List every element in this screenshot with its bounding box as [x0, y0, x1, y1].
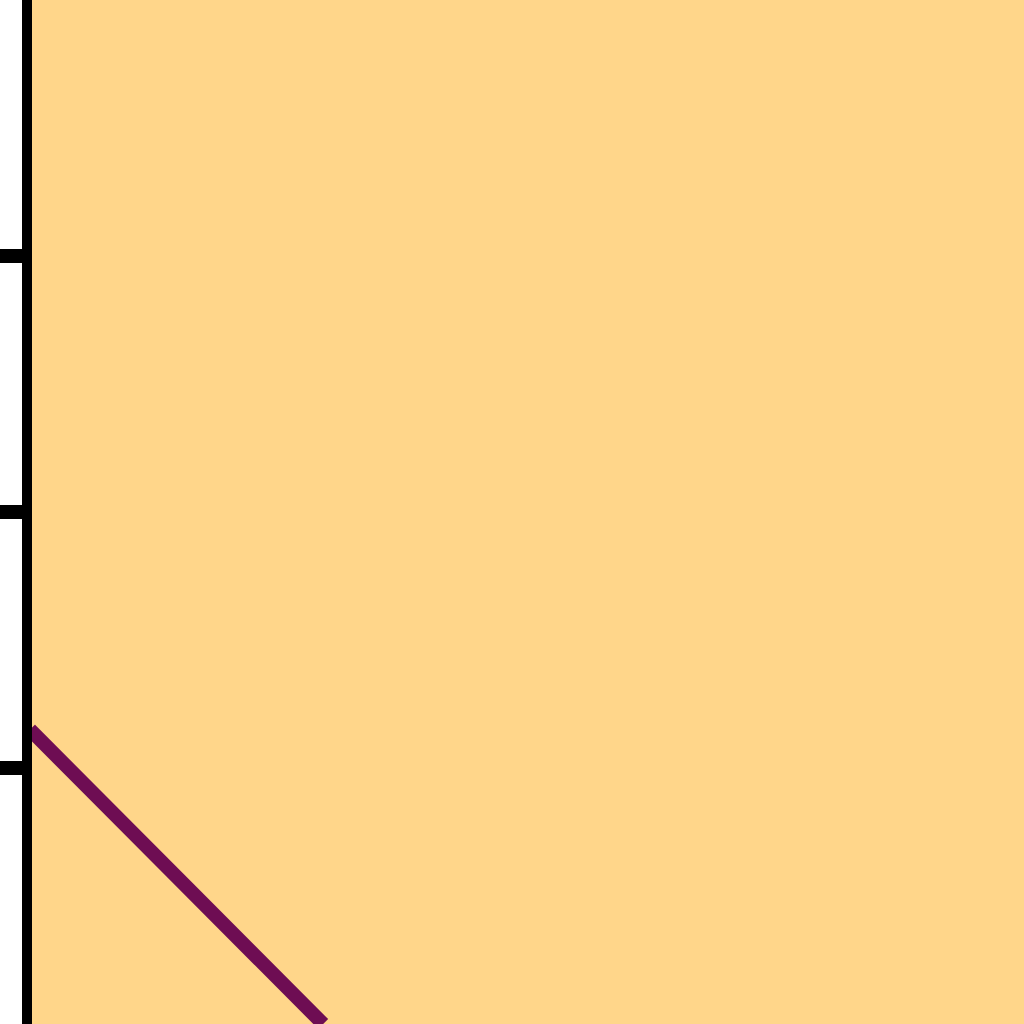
y-axis-line: [22, 0, 32, 1024]
series-line-0: [25, 724, 329, 1024]
series-group: [25, 724, 329, 1024]
plot-area-background: [30, 0, 1024, 1024]
